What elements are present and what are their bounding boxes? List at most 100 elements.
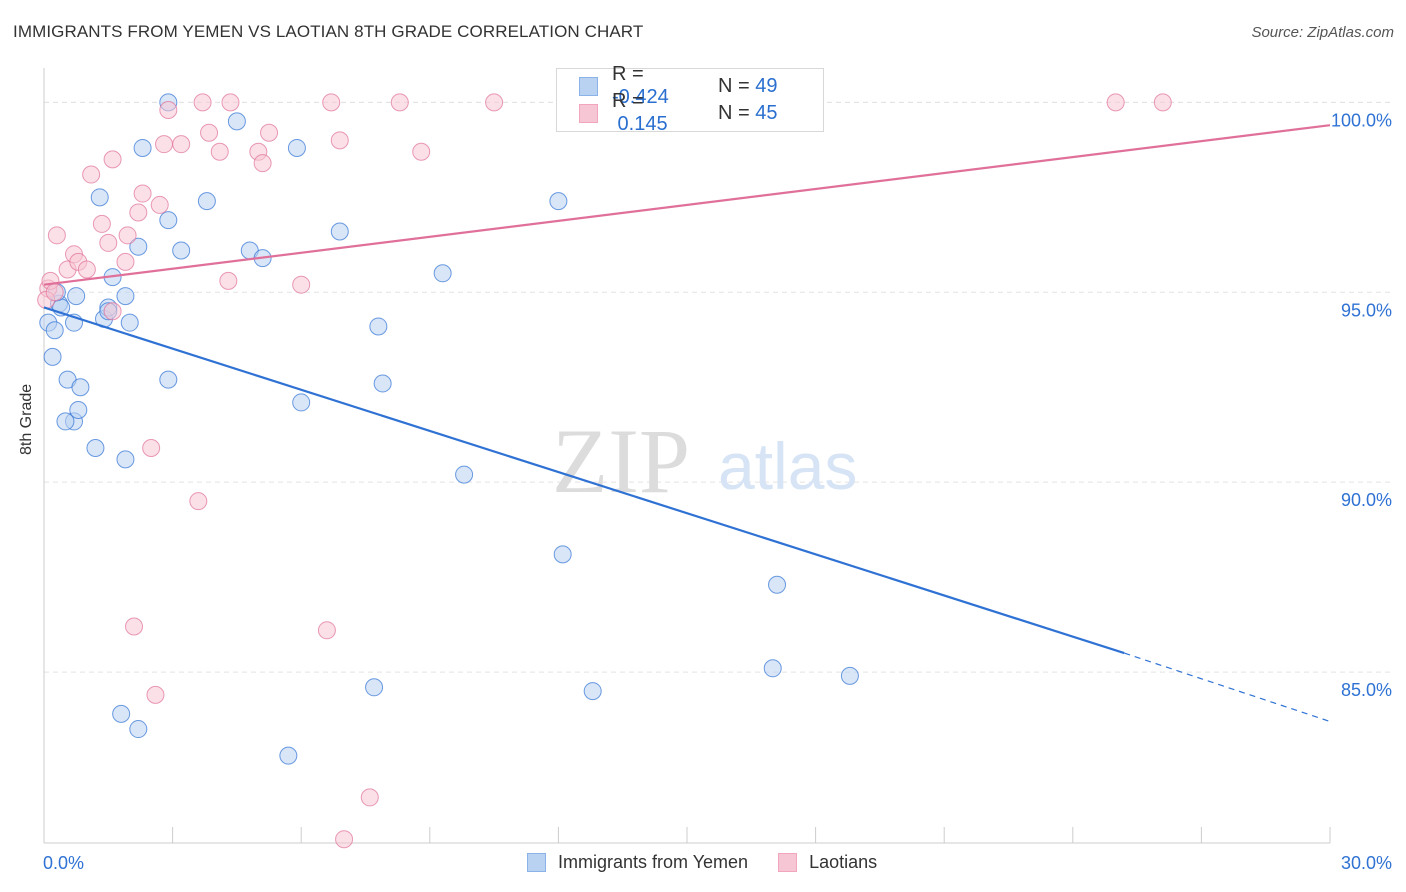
- point-yemen: [768, 575, 787, 594]
- tick-labels: 85.0% 90.0% 95.0% 100.0% 0.0% 30.0%: [43, 110, 1392, 873]
- x-tick-label-min: 0.0%: [43, 853, 84, 873]
- point-laotians: [116, 252, 135, 271]
- point-yemen: [583, 682, 602, 701]
- point-laotians: [133, 184, 152, 203]
- point-laotians: [317, 621, 336, 640]
- point-laotians: [142, 439, 161, 458]
- watermark-zip: ZIP: [552, 410, 690, 512]
- n-label: N =: [718, 101, 756, 124]
- series-legend: Immigrants from Yemen Laotians: [527, 852, 907, 873]
- point-yemen: [292, 393, 311, 412]
- stats-legend: R = -0.424 N = 49 R = 0.145 N = 45: [556, 63, 824, 135]
- point-yemen: [433, 264, 452, 283]
- point-yemen: [69, 401, 88, 420]
- y-tick-label: 100.0%: [1331, 110, 1392, 130]
- point-laotians: [45, 283, 64, 302]
- point-laotians: [485, 93, 504, 112]
- point-yemen: [840, 666, 859, 685]
- watermark-atlas: atlas: [718, 429, 857, 503]
- point-laotians: [92, 214, 111, 233]
- point-yemen: [159, 211, 178, 230]
- point-laotians: [200, 123, 219, 142]
- point-yemen: [369, 317, 388, 336]
- point-yemen: [553, 545, 572, 564]
- point-laotians: [219, 271, 238, 290]
- r-label: R =: [612, 63, 644, 85]
- point-yemen: [172, 241, 191, 260]
- point-yemen: [56, 412, 75, 431]
- point-yemen: [116, 287, 135, 306]
- point-laotians: [390, 93, 409, 112]
- x-tick-label-max: 30.0%: [1341, 853, 1392, 873]
- point-laotians: [172, 135, 191, 154]
- point-laotians: [155, 135, 174, 154]
- point-yemen: [45, 321, 64, 340]
- point-yemen: [86, 439, 105, 458]
- legend-item-yemen[interactable]: Immigrants from Yemen: [527, 852, 748, 873]
- point-yemen: [373, 374, 392, 393]
- point-yemen: [43, 347, 62, 366]
- point-laotians: [103, 302, 122, 321]
- point-yemen: [365, 678, 384, 697]
- point-yemen: [227, 112, 246, 131]
- point-laotians: [159, 100, 178, 119]
- trend-line-yemen: [43, 306, 1125, 655]
- point-laotians: [47, 226, 66, 245]
- point-yemen: [71, 378, 90, 397]
- y-tick-label: 90.0%: [1341, 490, 1392, 510]
- point-yemen: [279, 746, 298, 765]
- point-yemen: [287, 138, 306, 157]
- point-laotians: [221, 93, 240, 112]
- point-laotians: [146, 685, 165, 704]
- point-yemen: [129, 237, 148, 256]
- legend-label-laotians: Laotians: [809, 852, 878, 872]
- data-points: [37, 93, 1172, 849]
- point-laotians: [330, 131, 349, 150]
- axes: [43, 68, 1331, 844]
- legend-swatch-yemen: [527, 853, 546, 872]
- point-laotians: [1106, 93, 1125, 112]
- legend-item-laotians[interactable]: Laotians: [778, 852, 877, 873]
- legend-swatch-laotians: [778, 853, 798, 872]
- y-tick-label: 95.0%: [1341, 300, 1392, 320]
- point-laotians: [292, 275, 311, 294]
- point-laotians: [253, 154, 272, 173]
- point-yemen: [112, 704, 131, 723]
- n-value: 45: [755, 101, 778, 124]
- point-laotians: [322, 93, 341, 112]
- source-label: Source: ZipAtlas.com: [1251, 24, 1394, 41]
- point-laotians: [118, 226, 137, 245]
- watermark: ZIP atlas: [552, 410, 857, 512]
- point-laotians: [193, 93, 212, 112]
- point-yemen: [549, 192, 568, 211]
- legend-label-yemen: Immigrants from Yemen: [558, 852, 749, 872]
- point-yemen: [455, 465, 474, 484]
- r-value: -0.424: [612, 86, 669, 108]
- point-yemen: [116, 450, 135, 469]
- stats-row-yemen: R = -0.424 N = 49: [579, 63, 778, 108]
- point-yemen: [330, 222, 349, 241]
- point-laotians: [82, 165, 101, 184]
- point-laotians: [125, 617, 144, 636]
- point-laotians: [150, 195, 169, 214]
- point-yemen: [90, 188, 109, 207]
- point-yemen: [120, 313, 139, 332]
- point-laotians: [99, 233, 118, 252]
- r-label: R =: [612, 90, 644, 112]
- point-laotians: [260, 123, 279, 142]
- trend-line-laotians: [43, 124, 1331, 286]
- point-laotians: [412, 142, 431, 161]
- n-label: N =: [718, 74, 756, 97]
- point-yemen: [159, 370, 178, 389]
- point-laotians: [189, 492, 208, 511]
- legend-swatch-yemen: [579, 76, 598, 96]
- point-laotians: [103, 150, 122, 169]
- point-laotians: [129, 203, 148, 222]
- trend-lines: [43, 124, 1331, 723]
- grid-lines: [44, 101, 1390, 673]
- point-yemen: [129, 720, 148, 739]
- point-laotians: [1153, 93, 1172, 112]
- trend-line-yemen-extrapolated: [1124, 652, 1331, 723]
- point-laotians: [210, 142, 229, 161]
- chart-title: IMMIGRANTS FROM YEMEN VS LAOTIAN 8TH GRA…: [13, 22, 644, 41]
